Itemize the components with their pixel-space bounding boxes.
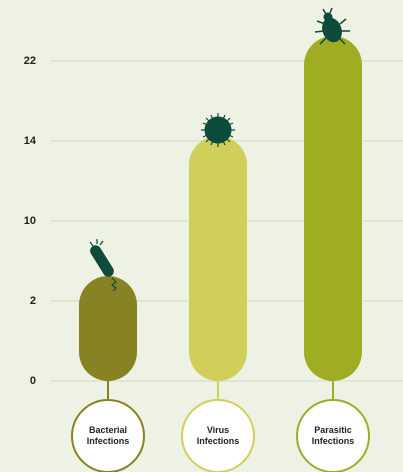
y-tick-label: 14	[24, 135, 37, 147]
category-label: Bacterial Infections	[71, 399, 145, 472]
y-tick-label: 0	[30, 375, 36, 387]
bug-icon	[314, 7, 350, 45]
y-tick-label: 22	[24, 55, 36, 67]
bacteria-icon	[89, 239, 117, 292]
category-label: Parasitic Infections	[296, 399, 370, 472]
y-tick-label: 2	[30, 295, 36, 307]
bar	[189, 136, 247, 381]
bar	[304, 36, 362, 381]
y-tick-label: 10	[24, 215, 36, 227]
plot: 0 2 10 14 22	[24, 36, 403, 400]
bar	[79, 276, 137, 381]
category-label: Virus Infections	[181, 399, 255, 472]
virus-icon	[201, 113, 235, 147]
